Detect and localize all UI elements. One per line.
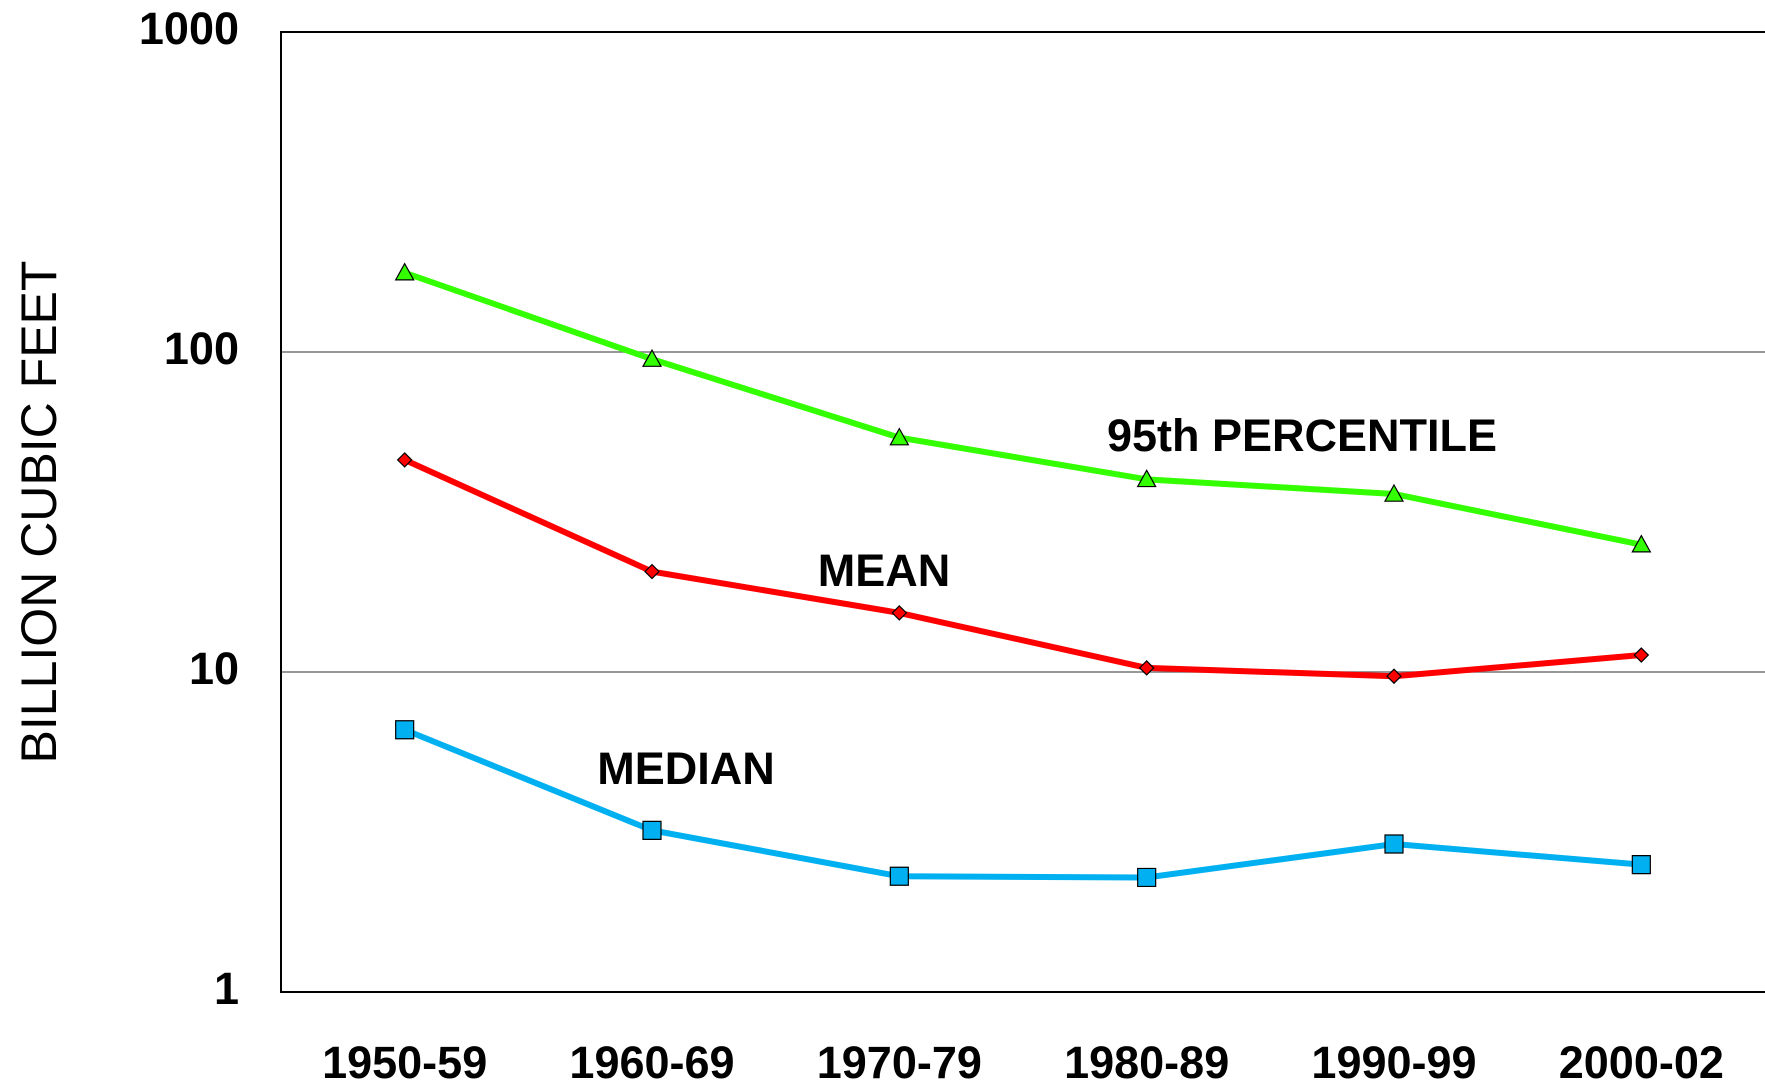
x-tick-label: 2000-02 — [1559, 1037, 1724, 1088]
marker — [641, 348, 663, 367]
y-tick-label: 1 — [214, 963, 239, 1014]
x-tick-label: 1990-99 — [1311, 1037, 1476, 1088]
marker — [1138, 660, 1155, 676]
marker — [1136, 469, 1157, 488]
marker — [396, 452, 413, 468]
series-label: 95th PERCENTILE — [1107, 410, 1497, 461]
marker — [1631, 534, 1652, 553]
series-line — [403, 726, 1642, 881]
x-tick-label: 1970-79 — [817, 1037, 982, 1088]
y-tick-label: 1000 — [139, 3, 239, 54]
marker — [644, 563, 660, 580]
x-tick-label: 1950-59 — [322, 1037, 487, 1088]
marker — [1386, 668, 1402, 685]
y-axis-label: BILLION CUBIC FEET — [11, 261, 67, 764]
marker — [1631, 855, 1651, 875]
series-label: MEDIAN — [597, 743, 775, 794]
series-line — [403, 269, 1642, 548]
marker — [1384, 834, 1404, 854]
marker — [395, 720, 415, 740]
series-label: MEAN — [818, 545, 951, 596]
y-tick-label: 100 — [164, 323, 239, 374]
marker — [889, 427, 910, 446]
marker — [889, 866, 909, 886]
x-tick-label: 1980-89 — [1064, 1037, 1229, 1088]
x-tick-label: 1960-69 — [569, 1037, 734, 1088]
marker — [891, 605, 908, 621]
marker — [394, 262, 415, 281]
marker — [1383, 483, 1405, 502]
marker — [642, 820, 662, 840]
plot-border — [280, 31, 1765, 993]
marker — [1137, 867, 1157, 888]
marker — [1633, 647, 1650, 663]
y-tick-label: 10 — [189, 643, 239, 694]
series-line — [403, 457, 1642, 680]
